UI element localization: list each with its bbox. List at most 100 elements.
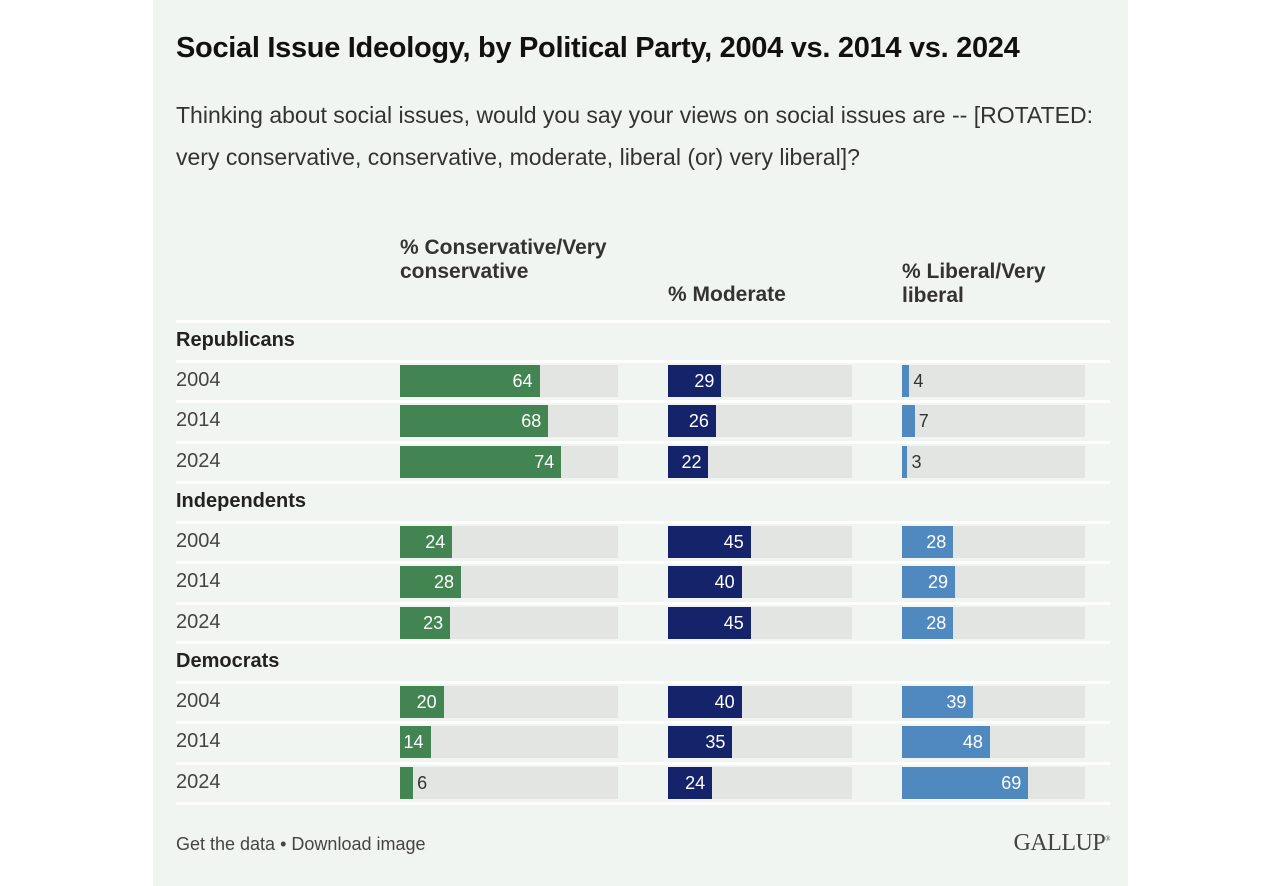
bar-value-label-conservative: 68: [521, 411, 542, 432]
bar-track-moderate: 45: [668, 606, 852, 639]
bar-value-label-liberal: 29: [928, 572, 949, 593]
bar-moderate: [668, 566, 742, 599]
bar-conservative: [400, 405, 549, 438]
row-separator: [176, 440, 1110, 444]
bar-track-liberal: 39: [902, 686, 1085, 718]
bar-track-moderate: 35: [668, 726, 852, 759]
row-separator: [176, 761, 1110, 765]
bar-track-conservative: 74: [400, 445, 618, 478]
bar-value-label-liberal: 28: [926, 532, 947, 552]
bar-moderate: [668, 726, 733, 759]
bar-value-label-moderate: 24: [685, 772, 706, 793]
bar-value-label-moderate: 45: [723, 612, 744, 633]
bar-track-moderate: 24: [668, 766, 852, 799]
bar-track-conservative: 14: [400, 726, 618, 759]
group-label: Republicans: [176, 329, 295, 351]
bar-value-label-conservative: 20: [416, 692, 437, 712]
get-data-link[interactable]: Get the data: [176, 834, 276, 854]
bar-value-label-conservative: 28: [434, 572, 455, 593]
year-label: 2024: [176, 449, 221, 472]
chart-subtitle: Thinking about social issues, would you …: [176, 102, 1093, 170]
row-separator: [176, 641, 1110, 644]
bar-value-label-moderate: 40: [714, 692, 735, 712]
group-label: Democrats: [176, 650, 280, 672]
row-separator: [176, 801, 1110, 805]
bar-value-label-liberal: 69: [1001, 772, 1022, 793]
gallup-logo: GALLUP®: [1013, 830, 1111, 856]
bar-conservative: [400, 766, 414, 799]
bar-value-label-conservative: 24: [425, 532, 446, 552]
chart-card: Social Issue Ideology, by Political Part…: [153, 0, 1128, 886]
bar-track-conservative: 68: [400, 405, 618, 438]
group-label: Independents: [176, 490, 307, 512]
bar-track-moderate: 40: [668, 566, 852, 599]
bar-value-label-liberal: 39: [946, 692, 967, 712]
bar-moderate: [668, 526, 751, 558]
bar-moderate: [668, 445, 709, 478]
bar-track-moderate: 26: [668, 405, 852, 438]
bar-value-label-moderate: 26: [688, 411, 709, 432]
bar-track-liberal: 7: [902, 405, 1085, 438]
bar-track-liberal: 4: [902, 365, 1085, 397]
bar-track-liberal: 28: [902, 526, 1085, 558]
bar-value-label-liberal: 3: [911, 451, 922, 472]
bar-conservative: [400, 526, 453, 558]
row-separator: [176, 561, 1110, 565]
bar-conservative: [400, 726, 431, 759]
bar-value-label-conservative: 6: [417, 772, 428, 793]
bar-liberal: [902, 445, 908, 478]
footer-links: Get the data • Download image: [176, 834, 426, 855]
bar-value-label-liberal: 7: [918, 411, 929, 432]
bar-liberal: [902, 606, 954, 639]
row-separator: [176, 320, 1110, 323]
year-label: 2004: [176, 530, 221, 552]
bar-track-liberal: 3: [902, 445, 1085, 478]
footer-bullet: •: [280, 834, 287, 854]
row-separator: [176, 481, 1110, 484]
bar-value-label-moderate: 22: [681, 451, 702, 472]
row-separator: [176, 681, 1110, 684]
year-label: 2004: [176, 690, 221, 712]
bar-track-moderate: 22: [668, 445, 852, 478]
bar-track-conservative: 6: [400, 766, 618, 799]
bar-value-label-conservative: 14: [403, 732, 424, 753]
bar-conservative: [400, 365, 540, 397]
bar-track-conservative: 24: [400, 526, 618, 558]
bar-value-label-liberal: 4: [913, 371, 924, 391]
bar-value-label-moderate: 35: [705, 732, 726, 753]
row-separator: [176, 721, 1110, 725]
column-header-conservative: % Conservative/Very conservative: [400, 236, 607, 283]
bar-track-conservative: 20: [400, 686, 618, 718]
bar-moderate: [668, 606, 751, 639]
bar-track-moderate: 29: [668, 365, 852, 397]
bar-liberal: [902, 365, 910, 397]
bar-track-conservative: 28: [400, 566, 618, 599]
row-separator: [176, 400, 1110, 404]
bar-liberal: [902, 686, 974, 718]
bar-track-moderate: 45: [668, 526, 852, 558]
column-header-moderate: % Moderate: [668, 283, 786, 306]
row-separator: [176, 601, 1110, 605]
bar-moderate: [668, 766, 713, 799]
bar-value-label-conservative: 64: [512, 371, 533, 391]
column-header-liberal: % Liberal/Very liberal: [902, 260, 1046, 307]
year-label: 2014: [176, 730, 221, 753]
year-label: 2014: [176, 570, 221, 593]
year-label: 2024: [176, 770, 221, 793]
bar-liberal: [902, 726, 990, 759]
bar-conservative: [400, 566, 462, 599]
chart-title: Social Issue Ideology, by Political Part…: [176, 32, 1020, 64]
year-label: 2014: [176, 409, 221, 432]
bar-track-liberal: 29: [902, 566, 1085, 599]
bar-track-liberal: 28: [902, 606, 1085, 639]
download-image-link[interactable]: Download image: [291, 834, 426, 854]
year-label: 2024: [176, 610, 221, 633]
bar-value-label-moderate: 29: [694, 371, 715, 391]
bar-value-label-conservative: 23: [423, 612, 444, 633]
bar-liberal: [902, 526, 954, 558]
row-separator: [176, 360, 1110, 363]
bar-track-conservative: 64: [400, 365, 618, 397]
bar-liberal: [902, 566, 956, 599]
bar-track-liberal: 48: [902, 726, 1085, 759]
gallup-logo-text: GALLUP: [1013, 830, 1106, 856]
